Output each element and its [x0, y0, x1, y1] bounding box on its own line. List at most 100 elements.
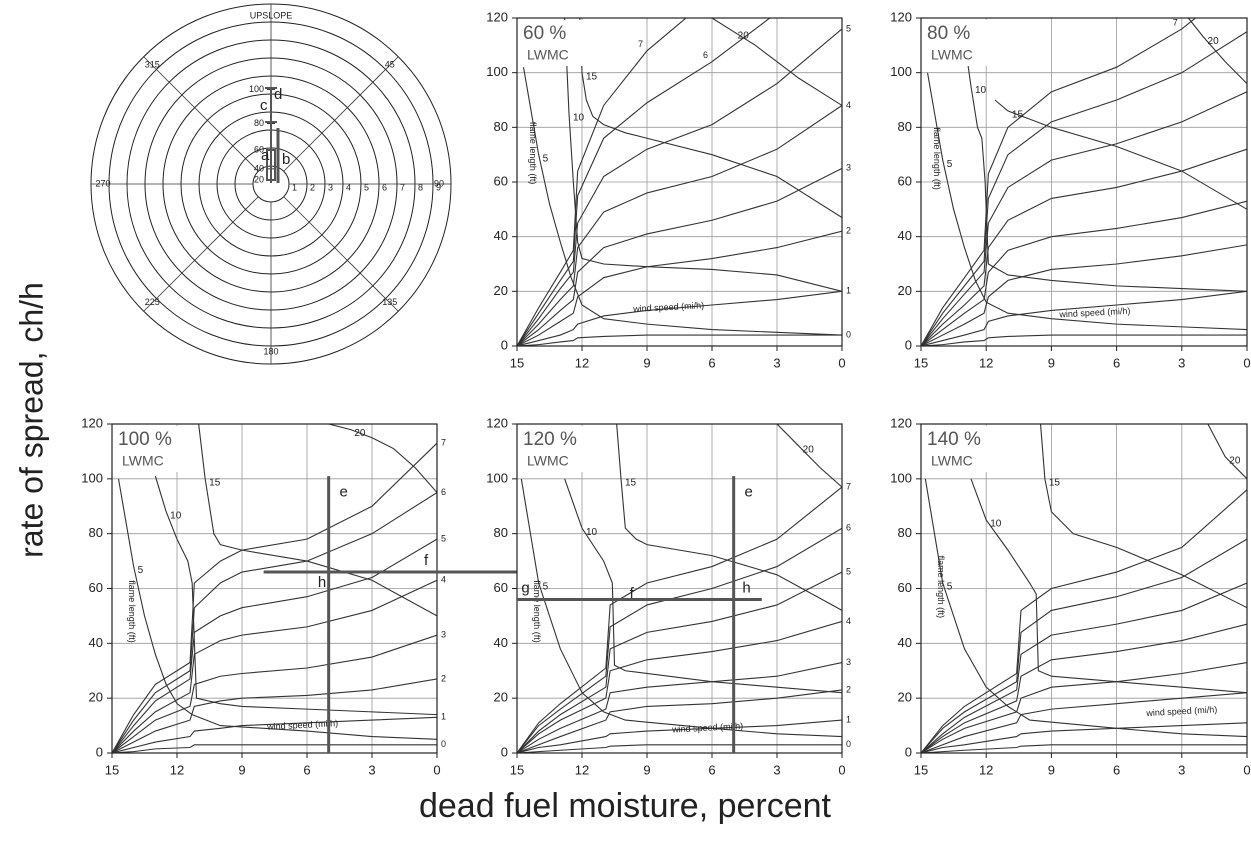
wind-curve	[517, 28, 842, 346]
flame-curve	[1187, 18, 1247, 84]
plot-area	[921, 18, 1247, 346]
x-tick-label: 0	[838, 762, 845, 777]
ring-label: 2	[310, 182, 315, 192]
wind-curve	[517, 18, 687, 346]
wind-curve	[921, 722, 1247, 753]
wind-curve	[921, 334, 1247, 346]
flame-curve-label: 20	[354, 428, 366, 439]
plot-frame	[516, 17, 843, 347]
y-tick-label: 80	[494, 525, 508, 540]
wind-curve-label: 5	[846, 566, 851, 576]
wind-curve	[517, 744, 842, 753]
x-tick-label: 9	[1048, 762, 1055, 777]
panel: 0204060801001201512963001234567510152014…	[890, 415, 1250, 777]
wind-curve	[921, 489, 1247, 753]
flame-curve	[198, 424, 437, 617]
flame-curve-label: 5	[947, 159, 953, 170]
wind-curve	[921, 623, 1247, 753]
wind-curve-label: 3	[441, 629, 446, 639]
flame-curve	[776, 424, 842, 488]
flame-curve	[117, 478, 437, 740]
wind-curve	[517, 105, 842, 346]
wind-speed-label: wind speed (mi/h)	[266, 718, 338, 732]
wind-curve	[921, 582, 1247, 753]
flame-length-label: flame length (ft)	[528, 122, 538, 185]
wind-curve-label: 7	[1173, 17, 1178, 27]
flame-curve-label: 20	[803, 445, 815, 456]
y-tick-label: 120	[486, 415, 508, 430]
polar-chart: 1 2 3 4 5 6 7 8 9UPSLOPE459013518022527031520406…	[90, 3, 452, 365]
spoke	[283, 56, 399, 172]
title-bg	[923, 20, 987, 66]
y-tick-label: 80	[89, 525, 103, 540]
flame-length-label: flame length (ft)	[532, 580, 542, 643]
y-tick-label: 20	[494, 690, 508, 705]
flame-curve-label: 15	[209, 477, 221, 488]
flame-curve	[520, 478, 842, 738]
reference-label: g	[521, 579, 529, 596]
x-tick-label: 9	[643, 762, 650, 777]
wind-curve	[921, 661, 1247, 753]
wind-curve	[517, 527, 842, 753]
wind-curve-label: 1	[846, 714, 851, 724]
y-tick-label: 60	[898, 173, 912, 188]
wind-curve	[517, 167, 842, 346]
y-axis-label: rate of spread, ch/h	[13, 282, 49, 558]
reference-label: e	[340, 484, 348, 501]
x-tick-label: 6	[303, 762, 310, 777]
panel-subtitle: LWMC	[122, 453, 164, 469]
reference-label: f	[424, 552, 429, 569]
wind-curve	[112, 492, 437, 753]
y-tick-label: 120	[81, 415, 103, 430]
x-tick-label: 15	[510, 355, 524, 370]
wind-curve-label: 5	[441, 534, 446, 544]
wind-curve	[517, 230, 842, 346]
flame-curve-label: 10	[170, 510, 182, 521]
flame-curve	[579, 18, 842, 218]
flame-curve	[711, 18, 842, 106]
y-tick-label: 100	[890, 470, 912, 485]
y-tick-label: 80	[494, 119, 508, 134]
wind-curve	[517, 334, 842, 346]
wind-curve-label: 5	[846, 23, 851, 33]
wind-curve	[112, 744, 437, 753]
y-tick-label: 20	[898, 690, 912, 705]
flame-curve-label: 15	[1012, 110, 1024, 121]
polar-annotation: b	[282, 151, 290, 168]
reference-label: f	[630, 585, 635, 602]
x-tick-label: 12	[979, 355, 993, 370]
flame-curve-label: 15	[625, 477, 637, 488]
panel: 0204060801001201512963001234567510152080…	[890, 9, 1250, 370]
flame-curve	[328, 424, 437, 493]
y-tick-label: 40	[494, 228, 508, 243]
y-tick-label: 20	[898, 283, 912, 298]
flame-curve	[522, 67, 842, 336]
ring-label: 7	[400, 182, 405, 192]
y-tick-label: 60	[494, 173, 508, 188]
y-tick-label: 0	[905, 337, 912, 352]
plot-frame	[516, 423, 843, 754]
polar-annotation: c	[260, 97, 268, 114]
title-bg	[519, 20, 583, 66]
panel-title: 100 %	[118, 429, 172, 450]
panel-subtitle: LWMC	[527, 453, 569, 469]
x-tick-label: 0	[838, 355, 845, 370]
flame-curve	[994, 99, 1247, 210]
wind-curve	[921, 538, 1247, 753]
flame-curve-label: 15	[1049, 477, 1061, 488]
title-bg	[923, 426, 987, 472]
wind-curve	[112, 634, 437, 753]
x-tick-label: 3	[773, 355, 780, 370]
flame-curve	[970, 478, 1247, 694]
y-tick-label: 100	[486, 470, 508, 485]
wind-curve	[921, 290, 1247, 346]
wind-curve-label: 1	[441, 712, 446, 722]
panel-title: 120 %	[523, 429, 577, 450]
wind-curve-label: 6	[703, 50, 708, 60]
flame-curve	[963, 39, 1247, 292]
flame-length-label: flame length (ft)	[932, 127, 942, 190]
angle-label: 225	[145, 297, 160, 307]
wind-curve	[921, 31, 1247, 346]
wind-curve	[517, 571, 842, 753]
